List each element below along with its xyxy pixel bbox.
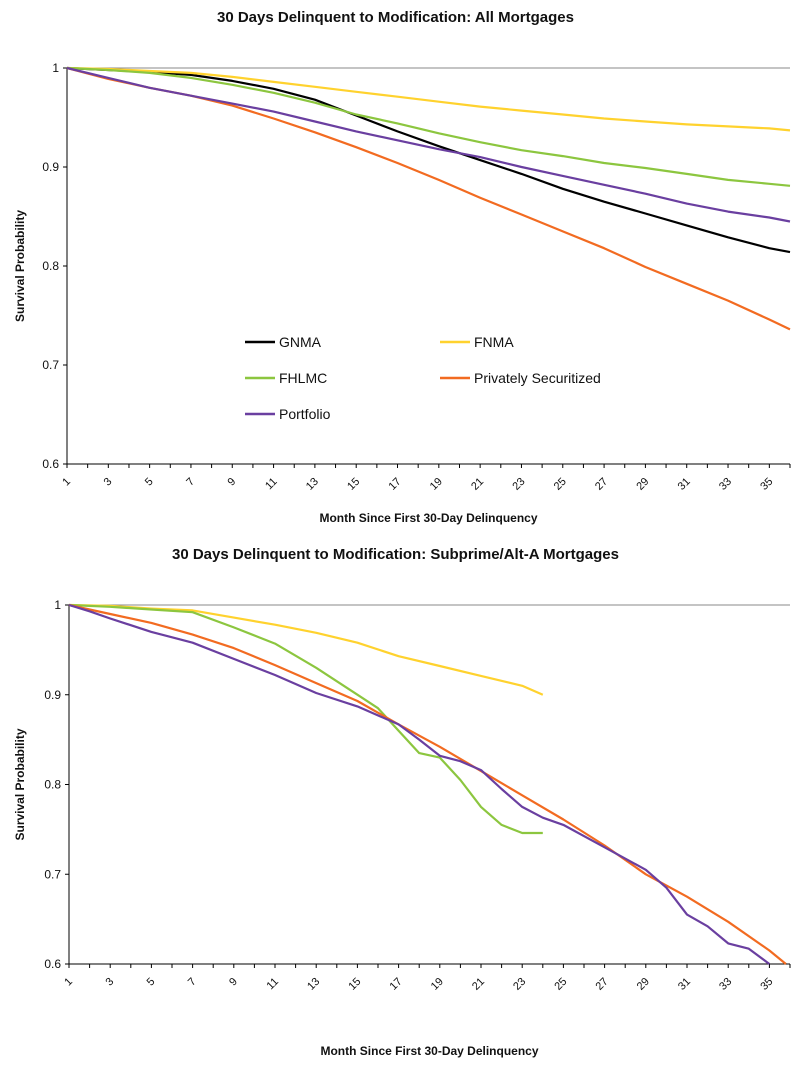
x-tick-label: 21 xyxy=(469,476,486,493)
x-tick-label: 33 xyxy=(717,476,734,493)
y-tick-label: 1 xyxy=(52,61,59,75)
x-tick-label: 35 xyxy=(758,976,775,993)
legend-entry: Privately Securitized xyxy=(440,370,601,386)
chart-title: 30 Days Delinquent to Modification: All … xyxy=(217,9,574,26)
y-tick-label: 1 xyxy=(54,598,61,612)
x-tick-label: 31 xyxy=(676,476,693,493)
chart-title: 30 Days Delinquent to Modification: Subp… xyxy=(172,546,619,563)
x-tick-label: 7 xyxy=(184,476,197,489)
chart-plot: 0.60.70.80.911 3 5 7 9 11 13 15 17 19 21 23 25 27 29 31… xyxy=(13,61,791,525)
series-line-fnma xyxy=(66,66,791,132)
legend-label: Privately Securitized xyxy=(474,370,601,386)
x-axis-label: Month Since First 30-Day Delinquency xyxy=(320,1044,538,1058)
x-tick-label: 17 xyxy=(386,476,403,493)
y-tick-label: 0.9 xyxy=(44,688,61,702)
x-tick-label: 9 xyxy=(226,476,239,489)
series-line-privately-securitized xyxy=(68,603,787,965)
x-tick-label: 7 xyxy=(186,976,199,989)
x-tick-label: 3 xyxy=(104,976,117,989)
chart-plot: 0.60.70.80.911 3 5 7 9 11 13 15 17 19 21 23 25 27 29 31… xyxy=(13,598,791,1058)
x-tick-label: 29 xyxy=(635,976,652,993)
x-tick-label: 1 xyxy=(60,476,73,489)
legend-label: FNMA xyxy=(474,334,514,350)
series-line-fnma xyxy=(68,603,544,696)
y-tick-label: 0.6 xyxy=(42,457,59,471)
series-line-fhlmc xyxy=(66,66,791,187)
series-line-portfolio xyxy=(68,603,771,965)
y-tick-label: 0.7 xyxy=(44,867,61,881)
legend-entry: FNMA xyxy=(440,334,514,350)
y-tick-label: 0.8 xyxy=(42,259,59,273)
y-tick-label: 0.9 xyxy=(42,160,59,174)
series-line-fhlmc xyxy=(68,603,543,835)
x-tick-label: 11 xyxy=(265,976,282,993)
x-tick-label: 35 xyxy=(758,476,775,493)
series-line-gnma xyxy=(66,66,791,254)
x-tick-label: 21 xyxy=(470,976,487,993)
x-tick-label: 9 xyxy=(227,976,240,989)
x-tick-label: 23 xyxy=(510,476,527,493)
x-tick-label: 5 xyxy=(145,976,158,989)
x-axis-label: Month Since First 30-Day Delinquency xyxy=(319,511,537,525)
x-tick-label: 5 xyxy=(143,476,156,489)
x-tick-label: 23 xyxy=(511,976,528,993)
chart-subprime-alta: 30 Days Delinquent to Modification: Subp… xyxy=(0,540,791,1068)
legend-label: Portfolio xyxy=(279,406,331,422)
y-tick-label: 0.6 xyxy=(44,957,61,971)
x-tick-label: 31 xyxy=(676,976,693,993)
x-tick-label: 25 xyxy=(552,476,569,493)
x-tick-label: 1 xyxy=(62,976,75,989)
x-tick-label: 33 xyxy=(717,976,734,993)
x-tick-label: 13 xyxy=(304,476,321,493)
chart-all-mortgages: 30 Days Delinquent to Modification: All … xyxy=(0,0,791,530)
series-line-portfolio xyxy=(66,66,791,223)
x-tick-label: 3 xyxy=(102,476,115,489)
x-tick-label: 19 xyxy=(428,476,445,493)
legend-entry: GNMA xyxy=(245,334,322,350)
x-tick-label: 15 xyxy=(346,976,363,993)
x-tick-label: 19 xyxy=(429,976,446,993)
x-tick-label: 15 xyxy=(345,476,362,493)
x-tick-label: 13 xyxy=(305,976,322,993)
legend-entry: Portfolio xyxy=(245,406,331,422)
legend-label: FHLMC xyxy=(279,370,327,386)
x-tick-label: 11 xyxy=(263,476,280,493)
legend-label: GNMA xyxy=(279,334,322,350)
y-axis-label: Survival Probability xyxy=(13,210,27,322)
x-tick-label: 29 xyxy=(634,476,651,493)
x-tick-label: 27 xyxy=(593,476,610,493)
y-axis-label: Survival Probability xyxy=(13,728,27,840)
legend-entry: FHLMC xyxy=(245,370,327,386)
series-line-privately-securitized xyxy=(66,66,791,331)
x-tick-label: 25 xyxy=(552,976,569,993)
x-tick-label: 17 xyxy=(388,976,405,993)
y-tick-label: 0.7 xyxy=(42,358,59,372)
x-tick-label: 27 xyxy=(594,976,611,993)
y-tick-label: 0.8 xyxy=(44,778,61,792)
